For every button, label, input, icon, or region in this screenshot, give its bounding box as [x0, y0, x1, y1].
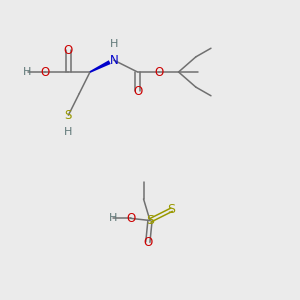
Text: H: H	[64, 128, 73, 137]
Text: O: O	[40, 65, 49, 79]
Text: H: H	[23, 67, 31, 77]
Text: H: H	[110, 39, 118, 49]
Text: O: O	[126, 212, 135, 225]
Text: O: O	[143, 236, 152, 249]
Polygon shape	[90, 60, 111, 73]
Text: S: S	[65, 109, 72, 122]
Text: S: S	[168, 203, 176, 216]
Text: H: H	[109, 213, 118, 223]
Text: O: O	[64, 44, 73, 57]
Text: O: O	[133, 85, 142, 98]
Text: S: S	[146, 214, 154, 227]
Text: O: O	[154, 65, 164, 79]
Text: N: N	[110, 54, 118, 67]
